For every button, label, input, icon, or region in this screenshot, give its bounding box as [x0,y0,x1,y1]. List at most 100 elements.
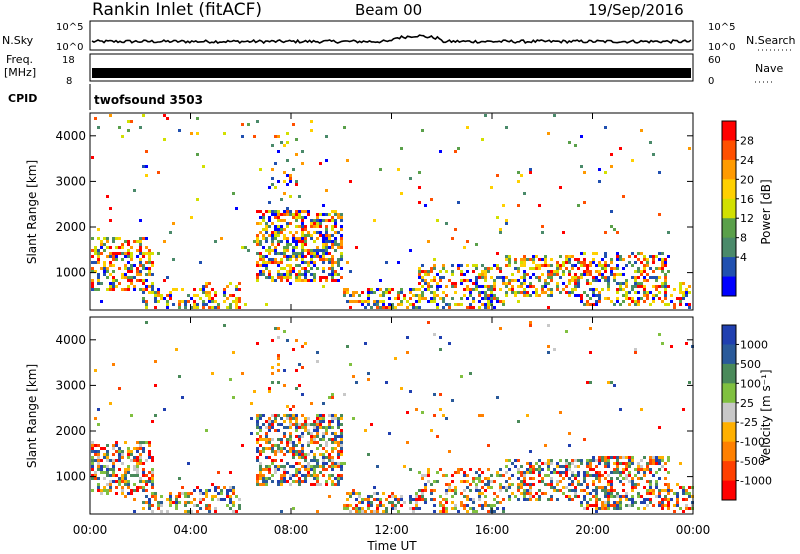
heatmap-cell [547,306,550,309]
heatmap-cell [289,408,292,411]
heatmap-cell [436,285,439,288]
heatmap-cell [304,249,307,252]
heatmap-cell [451,474,454,477]
heatmap-cell [502,282,505,285]
heatmap-cell [679,291,682,294]
heatmap-cell [205,282,208,285]
heatmap-cell [559,465,562,468]
heatmap-cell [466,270,469,273]
heatmap-cell [616,300,619,303]
heatmap-cell [595,498,598,501]
heatmap-cell [232,492,235,495]
heatmap-cell [115,237,118,240]
heatmap-cell [610,225,613,228]
heatmap-cell [538,276,541,279]
heatmap-cell [307,234,310,237]
heatmap-cell [598,273,601,276]
heatmap-cell [337,216,340,219]
heatmap-cell [112,282,115,285]
heatmap-cell [622,273,625,276]
heatmap-cell [367,303,370,306]
heatmap-cell [583,480,586,483]
heatmap-cell [433,510,436,513]
heatmap-cell [535,294,538,297]
heatmap-cell [340,237,343,240]
heatmap-cell [391,504,394,507]
heatmap-cell [91,285,94,288]
heatmap-cell [328,456,331,459]
heatmap-cell [232,510,235,513]
heatmap-cell [241,135,244,138]
heatmap-cell [496,252,499,255]
heatmap-cell [553,486,556,489]
heatmap-cell [661,267,664,270]
heatmap-cell [256,477,259,480]
heatmap-cell [340,435,343,438]
heatmap-cell [301,279,304,282]
heatmap-cell [286,174,289,177]
heatmap-cell [94,252,97,255]
heatmap-cell [631,297,634,300]
heatmap-cell [481,264,484,267]
heatmap-cell [352,375,355,378]
heatmap-cell [598,507,601,510]
heatmap-cell [349,300,352,303]
heatmap-cell [484,273,487,276]
heatmap-cell [115,246,118,249]
heatmap-cell [106,246,109,249]
heatmap-cell [568,270,571,273]
heatmap-cell [316,510,319,513]
heatmap-cell [415,294,418,297]
heatmap-cell [259,435,262,438]
heatmap-cell [130,120,133,123]
heatmap-cell [286,417,289,420]
heatmap-cell [367,501,370,504]
heatmap-cell [313,429,316,432]
heatmap-cell [622,282,625,285]
heatmap-cell [598,498,601,501]
heatmap-cell [280,465,283,468]
heatmap-cell [625,279,628,282]
heatmap-cell [607,462,610,465]
heatmap-cell [277,363,280,366]
heatmap-cell [490,288,493,291]
heatmap-cell [256,432,259,435]
heatmap-cell [169,231,172,234]
heatmap-cell [592,495,595,498]
heatmap-cell [295,426,298,429]
heatmap-cell [589,492,592,495]
heatmap-cell [664,504,667,507]
heatmap-cell [442,276,445,279]
heatmap-cell [652,270,655,273]
heatmap-cell [277,276,280,279]
heatmap-cell [250,432,253,435]
heatmap-cell [682,492,685,495]
heatmap-cell [259,474,262,477]
heatmap-cell [499,231,502,234]
heatmap-cell [562,465,565,468]
heatmap-cell [634,501,637,504]
heatmap-cell [373,492,376,495]
heatmap-cell [145,150,148,153]
heatmap-cell [490,186,493,189]
heatmap-cell [259,222,262,225]
heatmap-cell [115,444,118,447]
heatmap-cell [346,498,349,501]
heatmap-cell [604,171,607,174]
heatmap-cell [646,480,649,483]
heatmap-cell [223,294,226,297]
heatmap-cell [292,450,295,453]
heatmap-cell [559,255,562,258]
heatmap-cell [493,498,496,501]
heatmap-cell [487,297,490,300]
heatmap-cell [598,168,601,171]
heatmap-cell [631,480,634,483]
heatmap-cell [199,489,202,492]
heatmap-cell [148,507,151,510]
heatmap-cell [607,276,610,279]
heatmap-cell [574,459,577,462]
heatmap-cell [478,477,481,480]
heatmap-cell [661,300,664,303]
heatmap-cell [301,219,304,222]
heatmap-cell [148,471,151,474]
